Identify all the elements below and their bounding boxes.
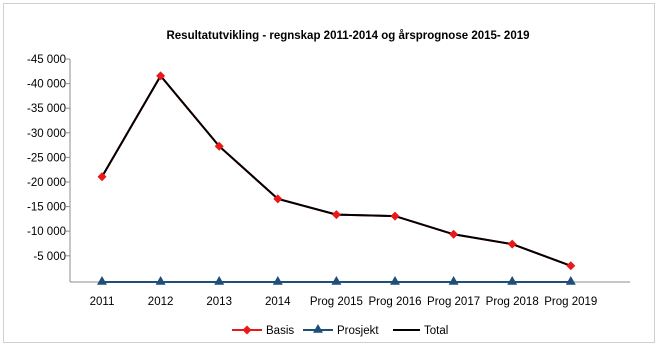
y-tick-label: -15 000 <box>27 202 66 214</box>
x-tick-label: Prog 2018 <box>486 296 539 308</box>
chart-title: Resultatutvikling - regnskap 2011-2014 o… <box>166 30 529 42</box>
legend: Basis Prosjekt Total <box>232 324 448 337</box>
x-tick-label: 2013 <box>206 296 232 308</box>
x-tick-label: Prog 2017 <box>427 296 480 308</box>
x-tick-label: Prog 2019 <box>544 296 597 308</box>
prosjekt-point <box>507 276 518 285</box>
prosjekt-point <box>97 276 107 285</box>
legend-basis-marker <box>242 325 252 335</box>
y-tick-label: -5 000 <box>33 251 66 263</box>
x-axis: 2011 2012 2013 2014 Prog 2015 Prog 2016 Prog 2… <box>70 281 630 308</box>
chart-frame <box>3 3 655 343</box>
prosjekt-point <box>155 276 166 285</box>
y-tick-label: -30 000 <box>27 128 66 140</box>
legend-prosjekt-label: Prosjekt <box>337 325 379 337</box>
y-tick-label: -20 000 <box>27 177 66 189</box>
x-tick-label: 2011 <box>90 296 115 308</box>
basis-point <box>97 172 107 182</box>
x-tick-label: 2014 <box>265 296 291 308</box>
x-tick-label: Prog 2015 <box>310 296 363 308</box>
prosjekt-point <box>214 276 225 285</box>
y-tick-label: -45 000 <box>27 54 66 66</box>
y-axis: -45 000 -40 000 -35 000 -30 000 -25 000 -20 0… <box>27 54 71 282</box>
prosjekt-point <box>272 276 283 285</box>
y-tick-label: -25 000 <box>27 152 66 164</box>
y-tick-label: -35 000 <box>27 103 66 115</box>
basis-point <box>214 141 224 151</box>
legend-basis-label: Basis <box>266 325 294 337</box>
basis-point <box>156 71 166 81</box>
y-tick-label: -10 000 <box>27 226 66 238</box>
prosjekt-point <box>448 276 459 285</box>
basis-point <box>331 210 341 220</box>
x-tick-label: Prog 2016 <box>368 296 421 308</box>
x-tick-label: 2012 <box>148 296 174 308</box>
y-tick-label: -40 000 <box>27 79 66 91</box>
prosjekt-point <box>565 276 576 285</box>
prosjekt-point <box>390 276 400 285</box>
basis-point <box>449 229 459 239</box>
prosjekt-point <box>331 276 342 285</box>
total-line <box>101 74 572 267</box>
series <box>97 71 576 285</box>
basis-point <box>390 211 400 221</box>
legend-prosjekt-marker <box>313 324 323 333</box>
basis-point <box>507 239 517 249</box>
legend-total-label: Total <box>424 325 448 337</box>
basis-point <box>273 194 283 204</box>
basis-point <box>566 261 576 271</box>
basis-line <box>101 74 572 267</box>
